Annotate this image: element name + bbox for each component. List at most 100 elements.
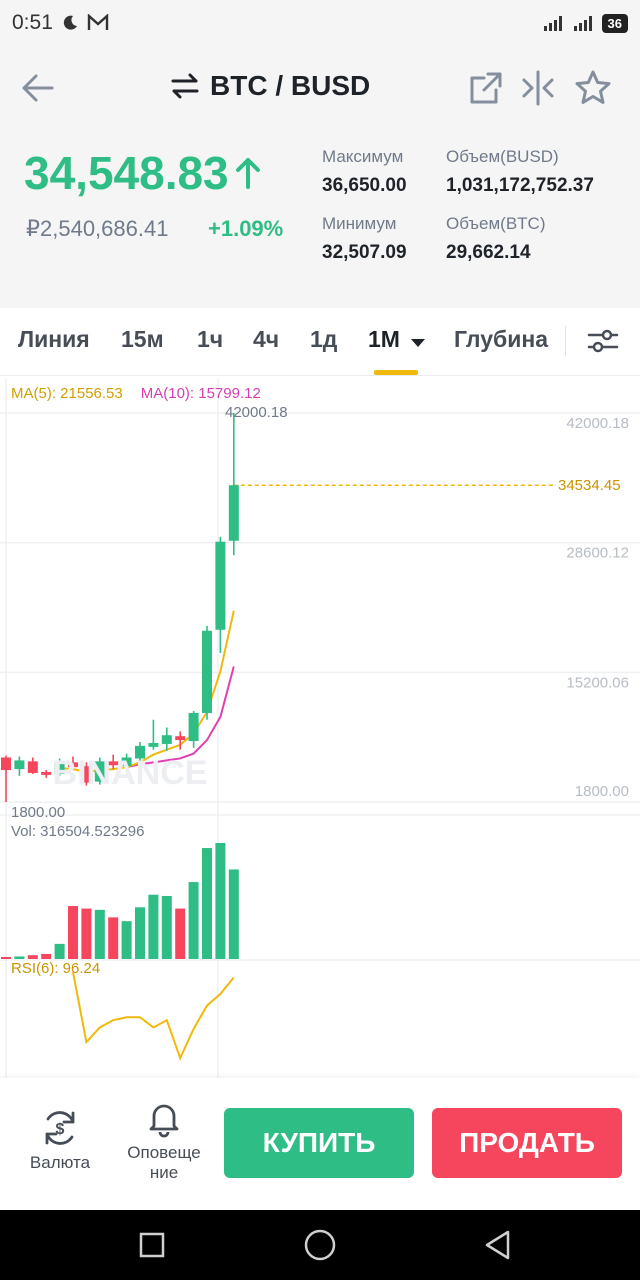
ma-legend: MA(5): 21556.53 MA(10): 15799.12 xyxy=(11,385,261,402)
sell-button[interactable]: ПРОДАТЬ xyxy=(432,1108,622,1178)
alert-label-line2: ние xyxy=(149,1163,179,1182)
candle xyxy=(81,762,92,786)
candle-body xyxy=(108,761,119,766)
candle xyxy=(1,755,11,802)
currency-button[interactable]: $ Валюта xyxy=(24,1108,96,1173)
tab-separator xyxy=(565,326,566,356)
currency-exchange-icon: $ xyxy=(45,1111,75,1145)
y-tick-label: 15200.06 xyxy=(566,674,629,691)
candle xyxy=(228,413,239,556)
volume-bar xyxy=(54,943,65,959)
candle xyxy=(68,756,78,769)
svg-text:$: $ xyxy=(56,1121,65,1138)
low-label: Минимум xyxy=(322,214,397,233)
y-tick-label: 1800.00 xyxy=(575,783,629,800)
interval-tabs: Линия 15м 1ч 4ч 1д 1М Глубина xyxy=(0,310,640,376)
status-right: 36 xyxy=(542,13,628,33)
tab-4h[interactable]: 4ч xyxy=(253,326,280,352)
tab-15m[interactable]: 15м xyxy=(121,326,164,352)
volume-bar xyxy=(41,953,52,959)
header-bar: BTC / BUSD xyxy=(0,66,640,114)
candle xyxy=(135,742,145,764)
volume-bar xyxy=(81,908,92,959)
volume-bar xyxy=(148,894,159,959)
back-triangle-icon[interactable] xyxy=(480,1227,516,1263)
home-circle-icon[interactable] xyxy=(302,1227,338,1263)
settings-sliders-icon[interactable] xyxy=(586,326,620,356)
candle xyxy=(14,756,25,776)
status-bar: 0:51 36 xyxy=(0,0,640,46)
candle xyxy=(161,727,172,751)
recents-square-icon[interactable] xyxy=(134,1227,170,1263)
candle xyxy=(54,758,65,776)
candle-body xyxy=(175,736,186,741)
tab-1d[interactable]: 1д xyxy=(310,326,338,352)
pair-selector[interactable]: BTC / BUSD xyxy=(170,70,370,102)
tab-line[interactable]: Линия xyxy=(18,326,90,352)
volume-bar xyxy=(14,956,25,959)
volume-btc-value: 29,662.14 xyxy=(446,242,531,263)
alert-label-line1: Оповеще xyxy=(127,1143,201,1162)
candle-body xyxy=(161,735,172,744)
buy-button[interactable]: КУПИТЬ xyxy=(224,1108,414,1178)
candle xyxy=(215,536,226,653)
candle xyxy=(108,754,119,770)
volume-busd-label: Объем(BUSD) xyxy=(446,147,559,166)
low-value: 32,507.09 xyxy=(322,242,407,263)
candle xyxy=(148,719,159,750)
alert-button[interactable]: Оповеще ние xyxy=(124,1098,204,1183)
volume-bar xyxy=(68,906,78,959)
binance-watermark: BINANCE xyxy=(53,754,208,792)
candle-body xyxy=(202,630,212,713)
ma10-line xyxy=(126,666,235,769)
candle-body xyxy=(148,742,159,747)
tab-1h[interactable]: 1ч xyxy=(197,326,224,352)
mail-icon xyxy=(87,14,109,30)
volume-busd-value: 1,031,172,752.37 xyxy=(446,175,594,196)
price-rub: ₽2,540,686.41 xyxy=(26,216,169,241)
tab-depth[interactable]: Глубина xyxy=(454,326,549,352)
candle-body xyxy=(54,762,65,774)
high-label: Максимум xyxy=(322,147,404,166)
candle-body xyxy=(135,745,145,759)
compare-icon[interactable] xyxy=(518,68,558,108)
volume-bar xyxy=(27,955,38,959)
candle-body xyxy=(188,712,199,742)
rsi-label: RSI(6): 96.24 xyxy=(11,960,100,977)
last-price-value: 34,548.83 xyxy=(24,147,229,199)
status-left: 0:51 xyxy=(12,11,109,35)
volume-bar xyxy=(94,909,105,959)
back-arrow-icon[interactable] xyxy=(18,68,58,108)
volume-bar xyxy=(121,921,132,959)
volume-label: Vol: 316504.523296 xyxy=(11,823,144,840)
pair-title: BTC / BUSD xyxy=(210,70,371,101)
volume-bar xyxy=(215,843,226,959)
star-favorite-icon[interactable] xyxy=(573,68,613,108)
volume-btc-label: Объем(BTC) xyxy=(446,214,546,233)
volume-bar xyxy=(108,917,119,959)
volume-bar xyxy=(135,907,145,959)
candle xyxy=(202,625,212,720)
ticker-header: BTC / BUSD 34,548.83 ₽2,540,686.41 +1.09… xyxy=(0,46,640,308)
caret-down-icon[interactable] xyxy=(410,338,426,348)
kline-chart[interactable]: 42000.18 28600.12 15200.06 1800.00 BINANCE … xyxy=(0,378,640,1078)
candle-body xyxy=(41,772,52,775)
low-price-marker: 1800.00 xyxy=(11,804,65,821)
volume-bar xyxy=(175,908,186,959)
last-price: 34,548.83 xyxy=(24,146,261,200)
high-price-marker: 42000.18 xyxy=(225,404,288,421)
bell-icon xyxy=(149,1104,179,1138)
candle-body xyxy=(81,766,92,783)
candle xyxy=(41,770,52,778)
up-arrow-icon xyxy=(235,158,260,189)
system-nav-bar xyxy=(0,1210,640,1280)
signal-icon-2 xyxy=(573,16,592,31)
external-link-icon[interactable] xyxy=(466,68,506,108)
moon-icon xyxy=(63,15,77,30)
volume-bar xyxy=(202,848,212,959)
y-tick-label: 28600.12 xyxy=(566,545,629,562)
tab-1month[interactable]: 1М xyxy=(368,326,400,352)
volume-bar xyxy=(1,957,11,959)
